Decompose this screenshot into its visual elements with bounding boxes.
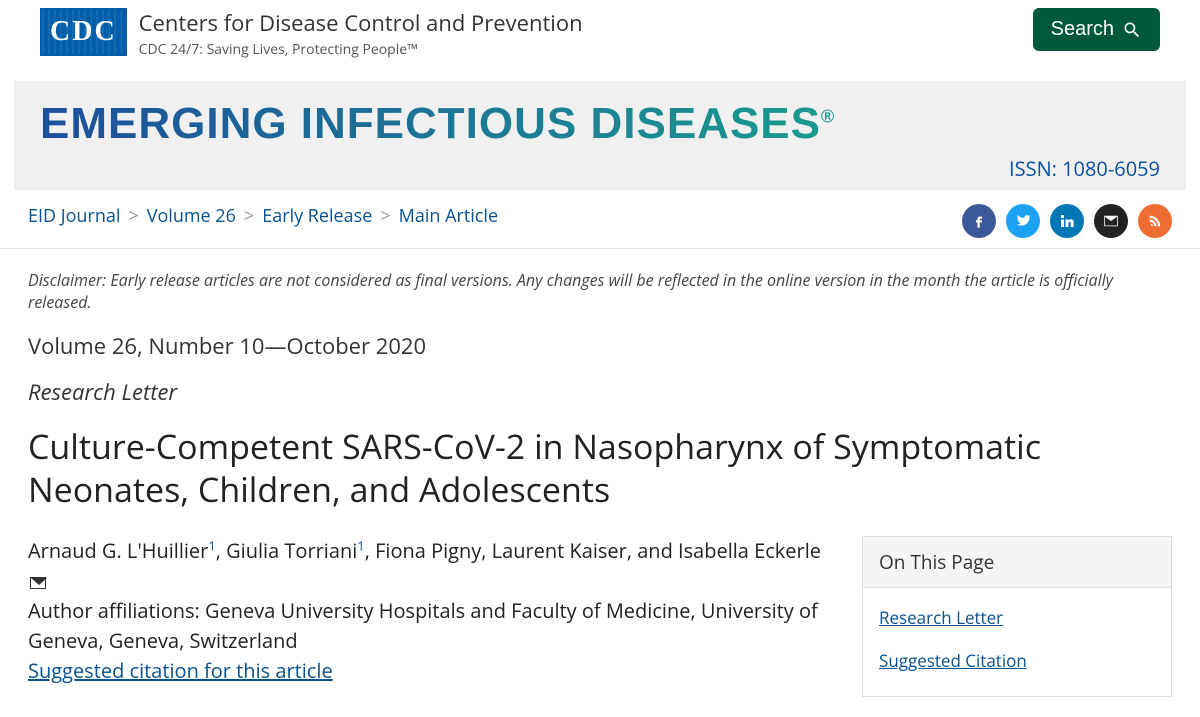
breadcrumb-item[interactable]: Early Release bbox=[262, 204, 372, 228]
suggested-citation-link[interactable]: Suggested citation for this article bbox=[28, 657, 333, 684]
share-icons-group bbox=[942, 204, 1172, 238]
linkedin-icon[interactable] bbox=[1050, 204, 1084, 238]
author-line: Arnaud G. L'Huillier1, Giulia Torriani1,… bbox=[28, 536, 832, 596]
issn-label: ISSN: 1080-6059 bbox=[40, 155, 1160, 182]
corresponding-author-email-icon[interactable] bbox=[30, 577, 46, 589]
authors-rest: , Fiona Pigny, Laurent Kaiser, and Isabe… bbox=[365, 537, 821, 564]
org-tagline: CDC 24/7: Saving Lives, Protecting Peopl… bbox=[139, 40, 583, 59]
author-2: Giulia Torriani bbox=[226, 537, 357, 564]
author-1: Arnaud G. L'Huillier bbox=[28, 537, 208, 564]
breadcrumb-item[interactable]: EID Journal bbox=[28, 204, 120, 228]
subnav-bar: EID Journal > Volume 26 > Early Release > Main… bbox=[0, 190, 1200, 249]
email-icon[interactable] bbox=[1094, 204, 1128, 238]
search-button-label: Search bbox=[1051, 18, 1114, 41]
on-this-page-link[interactable]: Research Letter bbox=[879, 606, 1003, 629]
search-icon bbox=[1122, 20, 1142, 40]
breadcrumb-separator: > bbox=[244, 204, 254, 228]
cdc-titles: Centers for Disease Control and Preventi… bbox=[139, 8, 583, 59]
on-this-page-list: Research Letter Suggested Citation bbox=[863, 588, 1171, 696]
two-column-layout: Arnaud G. L'Huillier1, Giulia Torriani1,… bbox=[28, 536, 1172, 697]
on-this-page-header: On This Page bbox=[863, 537, 1171, 588]
volume-line: Volume 26, Number 10—October 2020 bbox=[28, 331, 1172, 361]
journal-banner: EMERGING INFECTIOUS DISEASES® ISSN: 1080… bbox=[14, 81, 1186, 190]
journal-title: EMERGING INFECTIOUS DISEASES® bbox=[40, 99, 835, 149]
main-column: Arnaud G. L'Huillier1, Giulia Torriani1,… bbox=[28, 536, 832, 697]
breadcrumb-separator: > bbox=[128, 204, 138, 228]
cdc-logo-block: CDC Centers for Disease Control and Prev… bbox=[40, 8, 1033, 59]
cdc-logo-badge[interactable]: CDC bbox=[40, 8, 127, 56]
twitter-icon[interactable] bbox=[1006, 204, 1040, 238]
disclaimer-text: Disclaimer: Early release articles are n… bbox=[28, 269, 1172, 313]
org-title: Centers for Disease Control and Preventi… bbox=[139, 8, 583, 38]
top-header: CDC Centers for Disease Control and Prev… bbox=[0, 0, 1200, 69]
on-this-page-box: On This Page Research Letter Suggested Ci… bbox=[862, 536, 1172, 697]
on-this-page-link[interactable]: Suggested Citation bbox=[879, 649, 1027, 672]
affiliation-line: Author affiliations: Geneva University H… bbox=[28, 596, 832, 656]
facebook-icon[interactable] bbox=[962, 204, 996, 238]
author-1-sup: 1 bbox=[208, 536, 215, 554]
author-2-sup: 1 bbox=[357, 536, 364, 554]
breadcrumb-item[interactable]: Main Article bbox=[399, 204, 498, 228]
article-type: Research Letter bbox=[28, 377, 1172, 407]
breadcrumb-separator: > bbox=[380, 204, 390, 228]
search-button[interactable]: Search bbox=[1033, 8, 1160, 51]
article-title: Culture-Competent SARS-CoV-2 in Nasophar… bbox=[28, 425, 1172, 510]
breadcrumb-item[interactable]: Volume 26 bbox=[147, 204, 236, 228]
syndicate-icon[interactable] bbox=[1138, 204, 1172, 238]
breadcrumb: EID Journal > Volume 26 > Early Release > Main… bbox=[28, 204, 942, 228]
content-area: Disclaimer: Early release articles are n… bbox=[0, 249, 1200, 717]
